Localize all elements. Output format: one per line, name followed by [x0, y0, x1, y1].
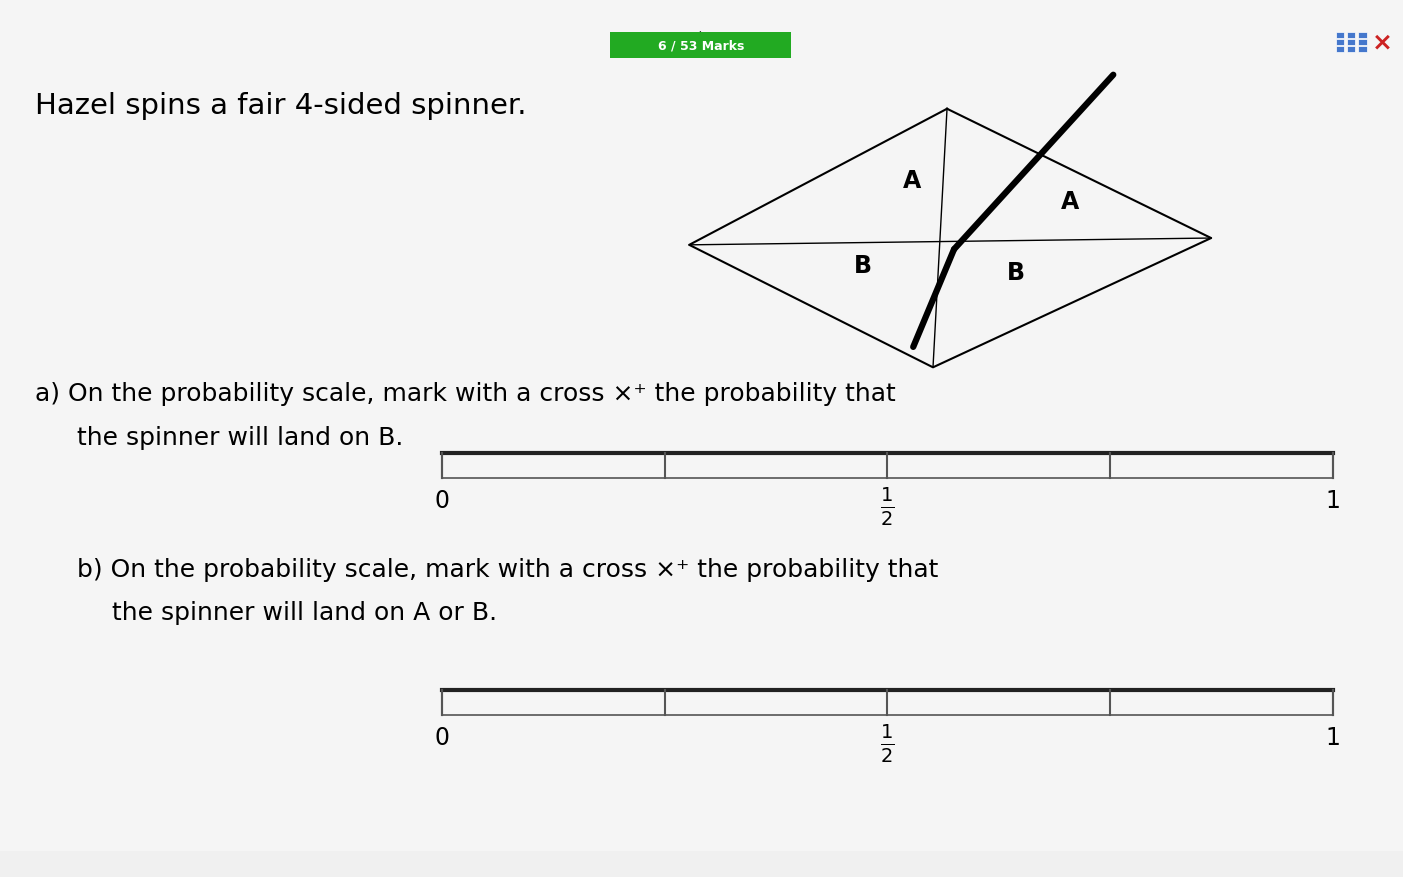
Text: the spinner will land on A or B.: the spinner will land on A or B.	[112, 601, 498, 624]
FancyBboxPatch shape	[1336, 40, 1344, 46]
Text: ×: ×	[1372, 31, 1392, 54]
FancyBboxPatch shape	[1358, 47, 1367, 53]
FancyBboxPatch shape	[1347, 40, 1355, 46]
Text: 1: 1	[1326, 488, 1340, 512]
FancyBboxPatch shape	[1347, 33, 1355, 39]
Text: Hazel spins a fair 4-sided spinner.: Hazel spins a fair 4-sided spinner.	[35, 92, 526, 120]
FancyBboxPatch shape	[1336, 47, 1344, 53]
Text: Homework Progress: Homework Progress	[633, 31, 770, 45]
Text: the spinner will land on B.: the spinner will land on B.	[77, 425, 404, 449]
FancyBboxPatch shape	[1347, 47, 1355, 53]
Text: A: A	[1061, 190, 1079, 214]
FancyBboxPatch shape	[610, 33, 791, 59]
Text: b) On the probability scale, mark with a cross ×⁺ the probability that: b) On the probability scale, mark with a…	[77, 557, 939, 581]
Text: 1: 1	[1326, 725, 1340, 749]
Text: 0: 0	[435, 488, 449, 512]
FancyBboxPatch shape	[1358, 33, 1367, 39]
Text: B: B	[1006, 260, 1024, 285]
FancyBboxPatch shape	[0, 0, 1403, 851]
Text: 6 / 53 Marks: 6 / 53 Marks	[658, 39, 745, 53]
Text: $\frac{1}{2}$: $\frac{1}{2}$	[880, 722, 895, 764]
Text: 0: 0	[435, 725, 449, 749]
FancyBboxPatch shape	[1358, 40, 1367, 46]
Text: B: B	[854, 254, 873, 278]
Text: $\frac{1}{2}$: $\frac{1}{2}$	[880, 485, 895, 527]
Text: A: A	[902, 168, 922, 192]
Text: a) On the probability scale, mark with a cross ×⁺ the probability that: a) On the probability scale, mark with a…	[35, 381, 897, 405]
FancyBboxPatch shape	[1336, 33, 1344, 39]
